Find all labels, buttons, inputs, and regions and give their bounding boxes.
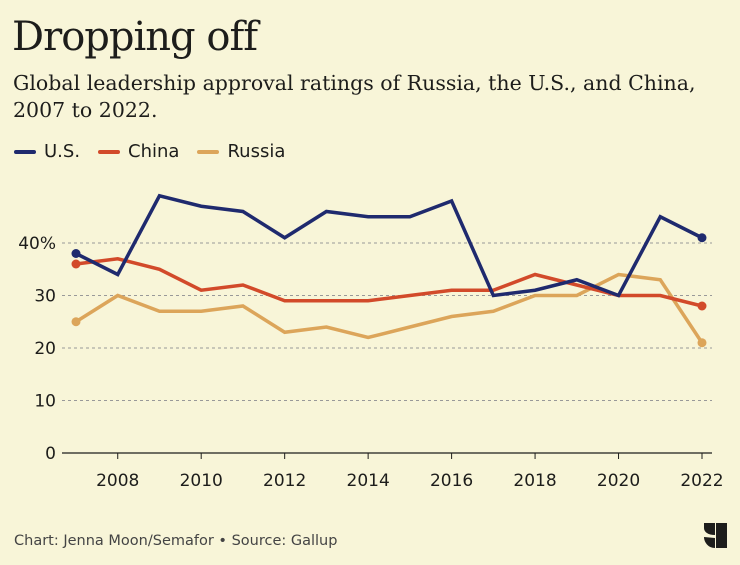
legend-label: U.S. [44,141,81,162]
series-endpoint [71,249,81,258]
series-endpoint [697,338,707,348]
legend-label: China [128,141,180,162]
x-tick-label: 2008 [96,471,139,491]
legend: U.S. China Russia [14,141,285,162]
series-endpoint [71,317,81,327]
series-endpoint [697,233,707,243]
x-tick-label: 2012 [263,471,306,491]
x-tick-label: 2016 [430,471,473,491]
legend-item-russia: Russia [197,141,285,162]
y-tick-label: 20 [34,339,56,359]
x-tick-label: 2014 [347,471,390,491]
series-line-china [75,256,703,308]
legend-item-china: China [98,141,179,162]
y-tick-label: 10 [34,392,56,412]
chart-subtitle: Global leadership approval ratings of Ru… [13,71,696,122]
y-tick-label: 0 [45,444,56,464]
series-endpoint [71,259,81,269]
series-line-russia [75,272,704,344]
legend-swatch [98,149,121,154]
x-tick-label: 2018 [513,471,556,491]
series-endpoint [697,301,707,311]
footer-credit: Chart: Jenna Moon/Semafor • Source: Gall… [14,533,338,549]
y-tick-label: 30 [34,287,56,307]
chart-title: Dropping off [12,14,258,60]
y-tick-label: 40% [18,234,56,254]
series-line-us [75,193,703,298]
x-tick-label: 2020 [597,471,640,491]
legend-swatch [14,149,36,154]
legend-swatch [197,149,220,154]
legend-label: Russia [227,141,286,162]
x-tick-label: 2010 [180,471,223,491]
semafor-logo [704,523,727,548]
x-tick-label: 2022 [680,471,723,491]
legend-item-us: U.S. [14,141,80,162]
